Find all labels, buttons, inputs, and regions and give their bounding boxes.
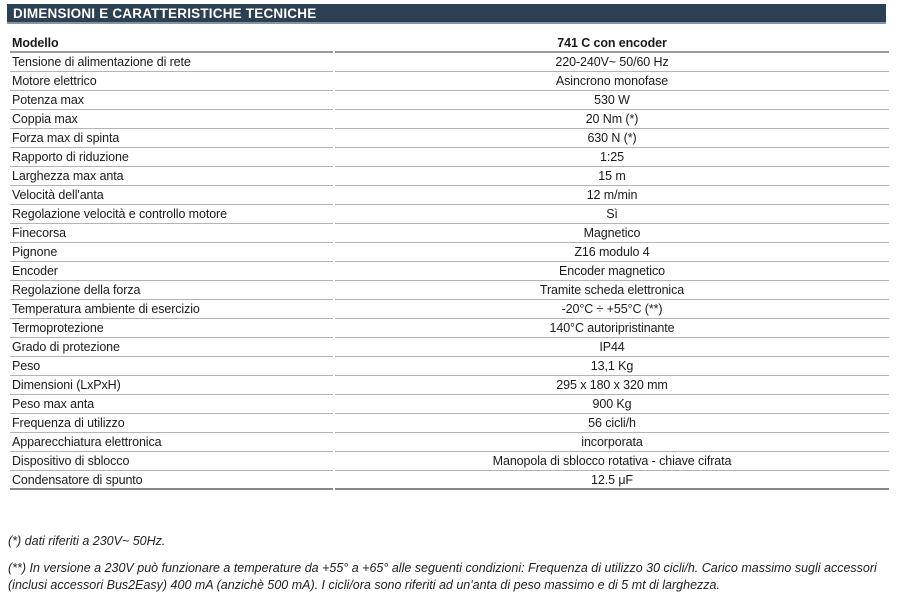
spec-label-cell: Larghezza max anta — [10, 167, 333, 186]
spec-label-cell: Condensatore di spunto — [10, 471, 333, 490]
spec-label-cell: Regolazione della forza — [10, 281, 333, 300]
table-row: Coppia max 20 Nm (*) — [10, 110, 889, 129]
footnote-asterisk: (*) dati riferiti a 230V~ 50Hz. — [8, 534, 166, 548]
spec-value-cell: 20 Nm (*) — [335, 110, 889, 129]
spec-label-cell: Tensione di alimentazione di rete — [10, 53, 333, 72]
footnote-double-asterisk: (**) In versione a 230V può funzionare a… — [8, 561, 877, 592]
spec-value-cell: 530 W — [335, 91, 889, 110]
spec-label-cell: Rapporto di riduzione — [10, 148, 333, 167]
spec-value-cell: Asincrono monofase — [335, 72, 889, 91]
table-row: Peso 13,1 Kg — [10, 357, 889, 376]
spec-value-cell: Encoder magnetico — [335, 262, 889, 281]
spec-label-cell: Peso — [10, 357, 333, 376]
spec-label-cell: Frequenza di utilizzo — [10, 414, 333, 433]
table-row: Rapporto di riduzione 1:25 — [10, 148, 889, 167]
spec-value-cell: 1:25 — [335, 148, 889, 167]
table-row: Apparecchiatura elettronica incorporata — [10, 433, 889, 452]
spec-value-cell: -20°C ÷ +55°C (**) — [335, 300, 889, 319]
spec-label-cell: Motore elettrico — [10, 72, 333, 91]
spec-value-cell: 295 x 180 x 320 mm — [335, 376, 889, 395]
spec-value-cell: 12.5 μF — [335, 471, 889, 490]
spec-label-cell: Apparecchiatura elettronica — [10, 433, 333, 452]
spec-label-cell: Peso max anta — [10, 395, 333, 414]
section-title: DIMENSIONI E CARATTERISTICHE TECNICHE — [13, 5, 317, 21]
table-row: Motore elettrico Asincrono monofase — [10, 72, 889, 91]
table-row: Regolazione velocità e controllo motore S… — [10, 205, 889, 224]
table-row: Peso max anta 900 Kg — [10, 395, 889, 414]
table-row: Finecorsa Magnetico — [10, 224, 889, 243]
spec-label-cell: Coppia max — [10, 110, 333, 129]
spec-label-cell: Regolazione velocità e controllo motore — [10, 205, 333, 224]
spec-value-cell: 12 m/min — [335, 186, 889, 205]
section-header-bar: DIMENSIONI E CARATTERISTICHE TECNICHE — [7, 4, 886, 24]
spec-value-cell: 630 N (*) — [335, 129, 889, 148]
spec-table-body: Tensione di alimentazione di rete 220-240… — [10, 53, 889, 490]
table-row: Velocità dell'anta 12 m/min — [10, 186, 889, 205]
spec-label-cell: Finecorsa — [10, 224, 333, 243]
spec-value-cell: Sì — [335, 205, 889, 224]
table-row: Pignone Z16 modulo 4 — [10, 243, 889, 262]
table-row: Condensatore di spunto 12.5 μF — [10, 471, 889, 490]
spec-table: Modello 741 C con encoder Tensione di al… — [8, 34, 891, 490]
spec-value-cell: 56 cicli/h — [335, 414, 889, 433]
spec-value-cell: 15 m — [335, 167, 889, 186]
spec-label-cell: Dimensioni (LxPxH) — [10, 376, 333, 395]
spec-value-cell: Magnetico — [335, 224, 889, 243]
table-row: Frequenza di utilizzo 56 cicli/h — [10, 414, 889, 433]
table-row: Grado di protezione IP44 — [10, 338, 889, 357]
spec-value-cell: Manopola di sblocco rotativa - chiave ci… — [335, 452, 889, 471]
spec-value-cell: 900 Kg — [335, 395, 889, 414]
spec-label-cell: Forza max di spinta — [10, 129, 333, 148]
footnotes-section: (*) dati riferiti a 230V~ 50Hz. (**) In … — [8, 534, 892, 594]
spec-value-cell: incorporata — [335, 433, 889, 452]
table-row: Temperatura ambiente di esercizio -20°C ÷… — [10, 300, 889, 319]
spec-label-cell: Velocità dell'anta — [10, 186, 333, 205]
spec-label-cell: Potenza max — [10, 91, 333, 110]
table-row: Termoprotezione 140°C autoripristinante — [10, 319, 889, 338]
table-row: Potenza max 530 W — [10, 91, 889, 110]
spec-label-cell: Pignone — [10, 243, 333, 262]
model-column-header: Modello — [10, 34, 333, 53]
table-row: Dimensioni (LxPxH) 295 x 180 x 320 mm — [10, 376, 889, 395]
spec-value-cell: Z16 modulo 4 — [335, 243, 889, 262]
spec-label-cell: Encoder — [10, 262, 333, 281]
spec-value-cell: 140°C autoripristinante — [335, 319, 889, 338]
spec-label-cell: Grado di protezione — [10, 338, 333, 357]
table-row: Larghezza max anta 15 m — [10, 167, 889, 186]
spec-label-cell: Dispositivo di sblocco — [10, 452, 333, 471]
spec-value-cell: 220-240V~ 50/60 Hz — [335, 53, 889, 72]
table-row: Dispositivo di sblocco Manopola di sblocc… — [10, 452, 889, 471]
table-row: Encoder Encoder magnetico — [10, 262, 889, 281]
table-row: Tensione di alimentazione di rete 220-240… — [10, 53, 889, 72]
spec-value-cell: Tramite scheda elettronica — [335, 281, 889, 300]
table-row: Forza max di spinta 630 N (*) — [10, 129, 889, 148]
spec-label-cell: Termoprotezione — [10, 319, 333, 338]
spec-value-cell: IP44 — [335, 338, 889, 357]
model-value-header: 741 C con encoder — [335, 34, 889, 53]
table-header-row: Modello 741 C con encoder — [10, 34, 889, 53]
table-row: Regolazione della forza Tramite scheda el… — [10, 281, 889, 300]
spec-label-cell: Temperatura ambiente di esercizio — [10, 300, 333, 319]
spec-value-cell: 13,1 Kg — [335, 357, 889, 376]
